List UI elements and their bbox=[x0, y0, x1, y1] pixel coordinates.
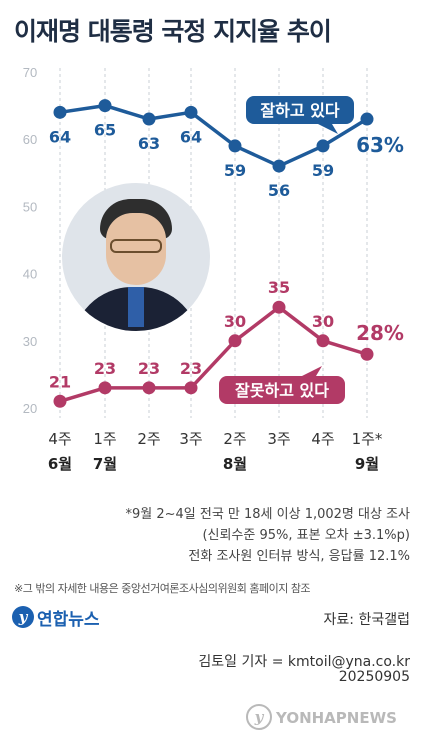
survey-note-3: 전화 조사원 인터뷰 방식, 응답률 12.1% bbox=[188, 549, 410, 564]
data-label: 59 bbox=[312, 161, 334, 180]
x-week-label: 3주 bbox=[179, 430, 202, 448]
data-point bbox=[360, 112, 374, 126]
callout-pointer bbox=[318, 124, 338, 134]
watermark-text: YONHAPNEWS bbox=[276, 709, 397, 727]
data-label: 65 bbox=[94, 121, 116, 140]
data-point bbox=[316, 139, 330, 153]
data-point bbox=[53, 394, 67, 408]
portrait-tie bbox=[128, 287, 144, 327]
data-label: 59 bbox=[224, 161, 246, 180]
source: 자료: 한국갤럽 bbox=[323, 612, 410, 628]
approve-callout: 잘하고 있다 bbox=[246, 96, 354, 134]
y-tick-label: 20 bbox=[23, 401, 37, 416]
y-tick-label: 50 bbox=[23, 199, 37, 214]
series-line bbox=[59, 305, 368, 403]
data-point bbox=[184, 381, 198, 395]
approval-line-chart: 20 30 40 50 60 70 64 65 63 64 59 56 59 63% 잘하고 있다 21 23… bbox=[23, 65, 404, 473]
yonhap-logo-text: 연합뉴스 bbox=[37, 610, 100, 630]
data-point bbox=[184, 105, 198, 119]
data-label: 21 bbox=[49, 372, 71, 391]
data-label: 56 bbox=[268, 181, 290, 200]
data-label: 63 bbox=[138, 134, 160, 153]
callout-pointer bbox=[302, 366, 322, 376]
portrait-glasses bbox=[110, 239, 162, 253]
data-label: 64 bbox=[180, 127, 202, 146]
data-label: 63% bbox=[356, 133, 404, 157]
data-label: 23 bbox=[138, 359, 160, 378]
survey-note-1: *9월 2~4일 전국 만 18세 이상 1,002명 대상 조사 bbox=[125, 507, 410, 522]
data-label: 23 bbox=[180, 359, 202, 378]
y-tick-label: 60 bbox=[23, 132, 37, 147]
y-tick-label: 30 bbox=[23, 334, 37, 349]
data-label: 35 bbox=[268, 278, 290, 297]
data-point bbox=[228, 334, 242, 348]
callout-box bbox=[219, 376, 345, 404]
data-point bbox=[53, 105, 67, 119]
data-label: 30 bbox=[312, 312, 334, 331]
data-point bbox=[360, 347, 374, 361]
data-point bbox=[98, 99, 112, 113]
x-month-label: 7월 bbox=[93, 455, 117, 473]
president-portrait bbox=[62, 183, 210, 331]
publish-date: 20250905 bbox=[338, 669, 410, 685]
x-week-label: 1주 bbox=[93, 430, 116, 448]
data-point bbox=[272, 159, 286, 173]
footnote: ※그 밖의 자세한 내용은 중앙선거여론조사심의위원회 홈페이지 참조 bbox=[14, 582, 311, 595]
x-week-label: 2주 bbox=[137, 430, 160, 448]
x-month-label: 8월 bbox=[223, 455, 247, 473]
data-point bbox=[228, 139, 242, 153]
data-label: 30 bbox=[224, 312, 246, 331]
x-week-label: 4주 bbox=[48, 430, 71, 448]
data-label: 23 bbox=[94, 359, 116, 378]
page-title: 이재명 대통령 국정 지지율 추이 bbox=[14, 17, 332, 46]
callout-box bbox=[246, 96, 354, 124]
data-point bbox=[142, 381, 156, 395]
data-point bbox=[98, 381, 112, 395]
x-month-label: 6월 bbox=[48, 455, 72, 473]
data-point bbox=[142, 112, 156, 126]
reporter-credit: 김토일 기자 = kmtoil@yna.co.kr bbox=[198, 654, 410, 670]
series-name-label: 잘못하고 있다 bbox=[235, 381, 329, 400]
yonhap-watermark-icon: y bbox=[246, 704, 272, 730]
x-week-label: 4주 bbox=[311, 430, 334, 448]
yonhap-logo-icon: y bbox=[12, 606, 34, 628]
series-line bbox=[59, 103, 368, 168]
x-month-label: 9월 bbox=[355, 455, 379, 473]
x-week-label: 2주 bbox=[223, 430, 246, 448]
y-tick-label: 40 bbox=[23, 267, 37, 282]
survey-note-2: (신뢰수준 95%, 표본 오차 ±3.1%p) bbox=[202, 528, 410, 543]
data-point bbox=[272, 300, 286, 314]
y-tick-label: 70 bbox=[23, 65, 37, 80]
data-point bbox=[316, 334, 330, 348]
data-label: 28% bbox=[356, 321, 404, 345]
x-week-label: 1주* bbox=[352, 430, 383, 448]
data-label: 64 bbox=[49, 127, 71, 146]
series-name-label: 잘하고 있다 bbox=[260, 101, 339, 120]
x-week-label: 3주 bbox=[267, 430, 290, 448]
disapprove-callout: 잘못하고 있다 bbox=[219, 366, 345, 404]
